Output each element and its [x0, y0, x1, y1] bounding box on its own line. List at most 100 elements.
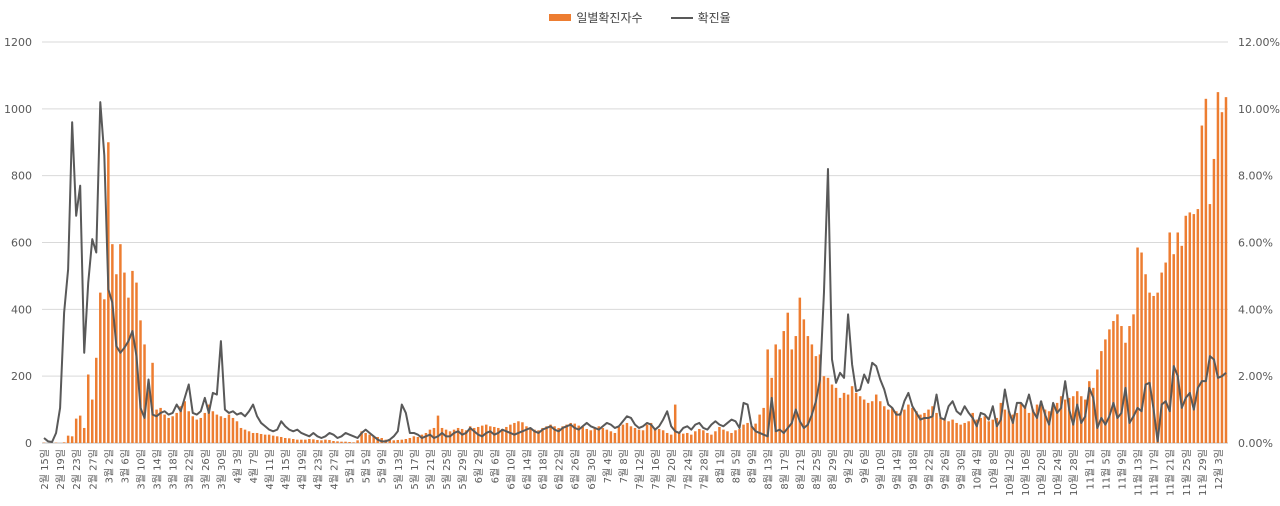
bar — [66, 435, 70, 443]
bar — [1035, 404, 1039, 443]
bar — [255, 432, 259, 443]
bar — [959, 424, 962, 443]
bar — [690, 434, 693, 443]
bar — [123, 272, 126, 443]
bar — [460, 428, 464, 443]
bar — [943, 419, 946, 443]
bar — [191, 416, 195, 443]
bar — [215, 414, 219, 443]
bar — [1168, 232, 1171, 443]
bar — [730, 432, 733, 443]
x-tick-label: 5월 25일 — [441, 449, 453, 490]
bar — [183, 401, 186, 443]
x-tick-label: 10월 20일 — [1036, 449, 1048, 496]
bar — [1055, 402, 1059, 443]
bar — [292, 438, 295, 443]
bar — [271, 435, 275, 443]
bar — [1104, 339, 1107, 443]
x-tick-label: 12월 3일 — [1213, 449, 1225, 490]
bar — [296, 439, 299, 443]
y-left-tick-label: 400 — [11, 303, 32, 316]
bar — [553, 426, 556, 443]
y-right-tick-label: 8.00% — [1238, 170, 1273, 183]
bar — [70, 436, 74, 443]
bar — [601, 427, 605, 443]
bar — [593, 427, 597, 443]
bar — [179, 406, 182, 443]
bar — [577, 425, 580, 443]
x-tick-label: 8월 1일 — [714, 449, 726, 483]
bar — [874, 394, 878, 443]
x-tick-label: 8월 29일 — [827, 449, 839, 490]
bar — [1043, 409, 1047, 443]
bar — [119, 244, 122, 443]
x-tick-label: 5월 21일 — [425, 449, 437, 490]
x-tick-label: 6월 18일 — [538, 449, 550, 490]
y-left-tick-label: 1200 — [4, 36, 32, 49]
x-tick-label: 7월 24일 — [682, 449, 694, 490]
bar — [497, 427, 500, 443]
bar — [505, 426, 508, 443]
bar — [1188, 212, 1192, 443]
bar — [392, 440, 396, 443]
bar — [352, 442, 355, 443]
bar — [987, 421, 991, 443]
x-tick-label: 6월 30일 — [586, 449, 598, 490]
bar — [1200, 125, 1204, 444]
bar — [762, 407, 765, 443]
bar — [1108, 329, 1111, 443]
bar — [887, 409, 890, 443]
x-tick-label: 9월 22일 — [924, 449, 936, 490]
bar — [1075, 391, 1079, 443]
bar — [1059, 396, 1063, 443]
bar — [436, 415, 440, 443]
bar — [722, 429, 725, 443]
bar — [360, 431, 363, 443]
bar — [891, 407, 894, 443]
bar — [605, 429, 609, 443]
bar — [308, 438, 311, 443]
bar — [702, 430, 705, 443]
x-tick-label: 4월 27일 — [329, 449, 341, 490]
bar — [86, 374, 90, 443]
bar — [810, 344, 814, 443]
bar — [267, 434, 271, 443]
legend-bar-label: 일별확진자수 — [576, 11, 643, 25]
bar — [818, 354, 822, 443]
bar — [288, 438, 291, 443]
bar — [251, 432, 255, 443]
bar — [424, 432, 428, 443]
x-tick-label: 3월 26일 — [200, 449, 212, 490]
bar — [1112, 321, 1115, 443]
bar — [1092, 387, 1095, 443]
bar — [356, 440, 359, 443]
x-tick-label: 5월 5일 — [361, 449, 373, 483]
bar — [641, 430, 645, 443]
bar — [159, 407, 162, 443]
bar — [1176, 232, 1179, 443]
bar — [489, 426, 492, 443]
bar — [501, 428, 504, 443]
bar — [766, 349, 769, 443]
legend: 일별확진자수 확진율 — [0, 9, 1280, 26]
bar — [665, 432, 669, 443]
bar — [468, 426, 472, 443]
bar — [742, 424, 745, 443]
bar — [927, 409, 930, 443]
x-tick-label: 11월 9일 — [1117, 449, 1129, 490]
bar — [95, 357, 98, 443]
bar — [915, 411, 918, 443]
bar — [1128, 326, 1131, 443]
bar — [842, 392, 846, 443]
x-tick-label: 7월 12일 — [634, 449, 646, 490]
x-tick-label: 5월 17일 — [409, 449, 421, 490]
x-tick-label: 8월 9일 — [747, 449, 759, 483]
bar — [147, 389, 150, 443]
bar — [175, 412, 178, 443]
x-tick-label: 10월 4일 — [972, 449, 984, 490]
legend-item-line: 확진율 — [670, 9, 731, 26]
x-tick-label: 9월 30일 — [956, 449, 968, 490]
bar — [1212, 158, 1216, 444]
bar — [404, 438, 408, 443]
